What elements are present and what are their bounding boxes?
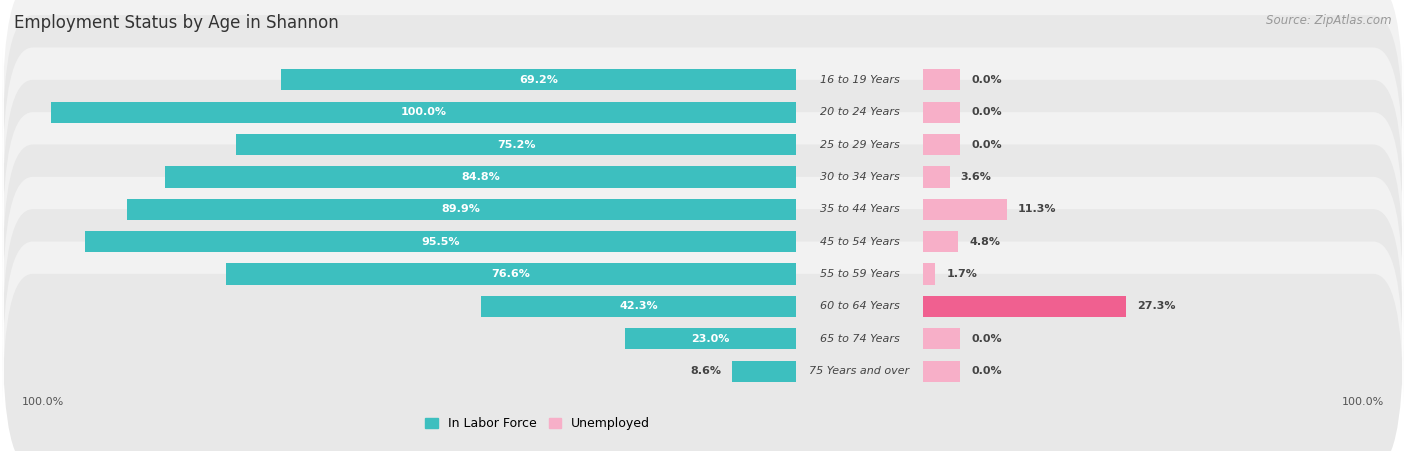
Text: 3.6%: 3.6% <box>960 172 991 182</box>
Bar <box>922 263 935 285</box>
Bar <box>624 328 796 349</box>
Bar <box>922 134 960 155</box>
Text: 11.3%: 11.3% <box>1018 204 1056 214</box>
Bar <box>922 102 960 123</box>
Bar <box>922 231 959 252</box>
Bar <box>127 199 796 220</box>
Bar <box>84 231 796 252</box>
Text: 84.8%: 84.8% <box>461 172 499 182</box>
Text: 35 to 44 Years: 35 to 44 Years <box>820 204 900 214</box>
Bar <box>225 263 796 285</box>
Text: Employment Status by Age in Shannon: Employment Status by Age in Shannon <box>14 14 339 32</box>
Text: 4.8%: 4.8% <box>970 237 1001 247</box>
Text: 0.0%: 0.0% <box>972 107 1001 117</box>
Bar <box>922 296 1126 317</box>
FancyBboxPatch shape <box>3 274 1403 451</box>
Text: 75 Years and over: 75 Years and over <box>810 366 910 376</box>
Text: 69.2%: 69.2% <box>519 75 558 85</box>
Legend: In Labor Force, Unemployed: In Labor Force, Unemployed <box>420 412 655 435</box>
Bar <box>481 296 796 317</box>
Text: 8.6%: 8.6% <box>690 366 721 376</box>
Bar <box>922 199 1007 220</box>
Bar <box>922 360 960 382</box>
Text: 1.7%: 1.7% <box>946 269 977 279</box>
FancyBboxPatch shape <box>3 241 1403 436</box>
Bar <box>922 69 960 91</box>
Text: 30 to 34 Years: 30 to 34 Years <box>820 172 900 182</box>
Bar <box>51 102 796 123</box>
Text: 16 to 19 Years: 16 to 19 Years <box>820 75 900 85</box>
Text: 76.6%: 76.6% <box>492 269 530 279</box>
Text: 65 to 74 Years: 65 to 74 Years <box>820 334 900 344</box>
FancyBboxPatch shape <box>3 144 1403 339</box>
FancyBboxPatch shape <box>3 177 1403 371</box>
Text: 0.0%: 0.0% <box>972 75 1001 85</box>
Text: 23.0%: 23.0% <box>692 334 730 344</box>
Bar <box>733 360 796 382</box>
FancyBboxPatch shape <box>3 15 1403 210</box>
Text: 100.0%: 100.0% <box>21 397 63 407</box>
Text: 45 to 54 Years: 45 to 54 Years <box>820 237 900 247</box>
FancyBboxPatch shape <box>3 0 1403 177</box>
Text: 25 to 29 Years: 25 to 29 Years <box>820 140 900 150</box>
Text: 75.2%: 75.2% <box>496 140 536 150</box>
Text: 27.3%: 27.3% <box>1137 301 1175 311</box>
Text: 89.9%: 89.9% <box>441 204 481 214</box>
Text: Source: ZipAtlas.com: Source: ZipAtlas.com <box>1267 14 1392 27</box>
Bar <box>236 134 796 155</box>
Text: 100.0%: 100.0% <box>401 107 447 117</box>
Text: 42.3%: 42.3% <box>619 301 658 311</box>
Bar <box>922 166 949 188</box>
FancyBboxPatch shape <box>3 112 1403 307</box>
Bar <box>922 328 960 349</box>
FancyBboxPatch shape <box>3 209 1403 404</box>
FancyBboxPatch shape <box>3 80 1403 274</box>
Text: 60 to 64 Years: 60 to 64 Years <box>820 301 900 311</box>
FancyBboxPatch shape <box>3 47 1403 242</box>
Bar <box>165 166 796 188</box>
Text: 20 to 24 Years: 20 to 24 Years <box>820 107 900 117</box>
Text: 0.0%: 0.0% <box>972 334 1001 344</box>
Text: 0.0%: 0.0% <box>972 366 1001 376</box>
Bar <box>281 69 796 91</box>
Text: 95.5%: 95.5% <box>422 237 460 247</box>
Text: 0.0%: 0.0% <box>972 140 1001 150</box>
Text: 100.0%: 100.0% <box>1343 397 1385 407</box>
Text: 55 to 59 Years: 55 to 59 Years <box>820 269 900 279</box>
